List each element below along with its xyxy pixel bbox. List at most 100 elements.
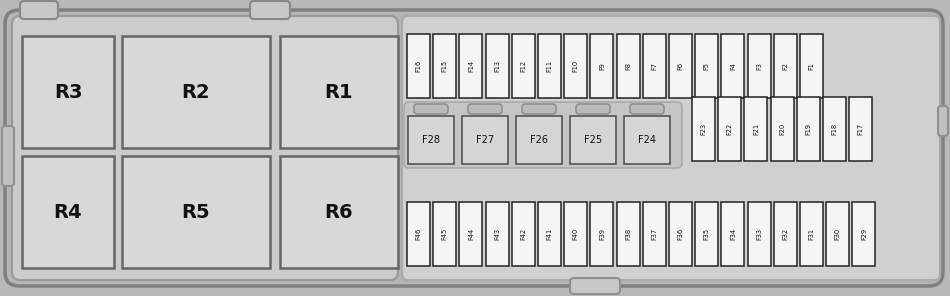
Bar — [721, 34, 745, 98]
Bar — [800, 34, 823, 98]
Bar — [669, 34, 692, 98]
Bar — [538, 34, 561, 98]
Text: F26: F26 — [530, 135, 548, 145]
FancyBboxPatch shape — [630, 104, 664, 114]
Text: F31: F31 — [808, 228, 814, 240]
Text: F6: F6 — [677, 62, 683, 70]
FancyBboxPatch shape — [2, 126, 14, 186]
Text: F17: F17 — [858, 123, 864, 135]
Text: F41: F41 — [546, 228, 553, 240]
Bar — [280, 156, 398, 268]
Text: F13: F13 — [494, 60, 500, 72]
Bar — [590, 202, 614, 266]
Bar — [538, 202, 561, 266]
Bar — [122, 36, 270, 148]
Text: F1: F1 — [808, 62, 814, 70]
FancyBboxPatch shape — [414, 104, 448, 114]
Bar — [617, 202, 639, 266]
Text: R3: R3 — [54, 83, 83, 102]
Bar — [433, 202, 456, 266]
FancyBboxPatch shape — [250, 1, 290, 19]
Text: F45: F45 — [442, 228, 447, 240]
Text: F2: F2 — [782, 62, 788, 70]
Bar — [826, 202, 849, 266]
Bar — [512, 202, 535, 266]
Text: F8: F8 — [625, 62, 631, 70]
Text: F16: F16 — [415, 60, 422, 72]
Bar — [407, 34, 430, 98]
Bar — [433, 34, 456, 98]
Bar — [849, 97, 872, 161]
Bar — [564, 34, 587, 98]
Bar — [516, 116, 562, 164]
Bar — [745, 97, 768, 161]
Text: F38: F38 — [625, 228, 631, 240]
Text: F15: F15 — [442, 60, 447, 72]
Text: F29: F29 — [861, 228, 867, 240]
Text: F18: F18 — [831, 123, 838, 135]
Text: F32: F32 — [782, 228, 788, 240]
Text: F11: F11 — [546, 60, 553, 72]
FancyBboxPatch shape — [5, 10, 943, 286]
Text: F12: F12 — [521, 60, 526, 72]
Text: F7: F7 — [652, 62, 657, 70]
Text: R2: R2 — [181, 83, 210, 102]
Bar — [624, 116, 670, 164]
FancyBboxPatch shape — [402, 16, 940, 280]
FancyBboxPatch shape — [404, 102, 682, 168]
Text: F4: F4 — [730, 62, 736, 70]
Bar — [721, 202, 745, 266]
Text: F24: F24 — [638, 135, 656, 145]
Bar — [280, 36, 398, 148]
Bar — [695, 202, 718, 266]
Text: F23: F23 — [700, 123, 707, 135]
FancyBboxPatch shape — [522, 104, 556, 114]
Text: F5: F5 — [704, 62, 710, 70]
Bar — [570, 116, 616, 164]
FancyBboxPatch shape — [576, 104, 610, 114]
Bar — [695, 34, 718, 98]
FancyBboxPatch shape — [12, 16, 398, 280]
Bar — [407, 202, 430, 266]
Bar — [797, 97, 820, 161]
Bar — [460, 202, 483, 266]
Text: F42: F42 — [521, 228, 526, 240]
Bar — [617, 34, 639, 98]
Text: F19: F19 — [806, 123, 811, 135]
Text: F28: F28 — [422, 135, 440, 145]
Bar — [770, 97, 793, 161]
Text: F9: F9 — [598, 62, 605, 70]
Text: F34: F34 — [730, 228, 736, 240]
Bar — [692, 97, 715, 161]
Bar — [408, 116, 454, 164]
Text: F14: F14 — [468, 60, 474, 72]
Bar — [460, 34, 483, 98]
Text: F35: F35 — [704, 228, 710, 240]
Bar — [564, 202, 587, 266]
Bar — [643, 34, 666, 98]
FancyBboxPatch shape — [570, 278, 620, 294]
Text: R5: R5 — [181, 202, 210, 221]
Bar — [852, 202, 875, 266]
Bar — [800, 202, 823, 266]
Text: F36: F36 — [677, 228, 683, 240]
Bar — [512, 34, 535, 98]
Bar — [718, 97, 741, 161]
Bar — [748, 34, 770, 98]
Text: F37: F37 — [652, 228, 657, 240]
FancyBboxPatch shape — [938, 106, 948, 136]
Text: F21: F21 — [753, 123, 759, 135]
Text: F33: F33 — [756, 228, 762, 240]
FancyBboxPatch shape — [20, 1, 58, 19]
Bar — [485, 202, 508, 266]
Text: R1: R1 — [325, 83, 353, 102]
Text: F22: F22 — [727, 123, 732, 135]
Text: F3: F3 — [756, 62, 762, 70]
Text: F20: F20 — [779, 123, 785, 135]
Bar — [669, 202, 692, 266]
Bar — [823, 97, 846, 161]
Bar — [643, 202, 666, 266]
Text: R4: R4 — [54, 202, 83, 221]
Bar — [774, 34, 797, 98]
Bar — [22, 156, 114, 268]
